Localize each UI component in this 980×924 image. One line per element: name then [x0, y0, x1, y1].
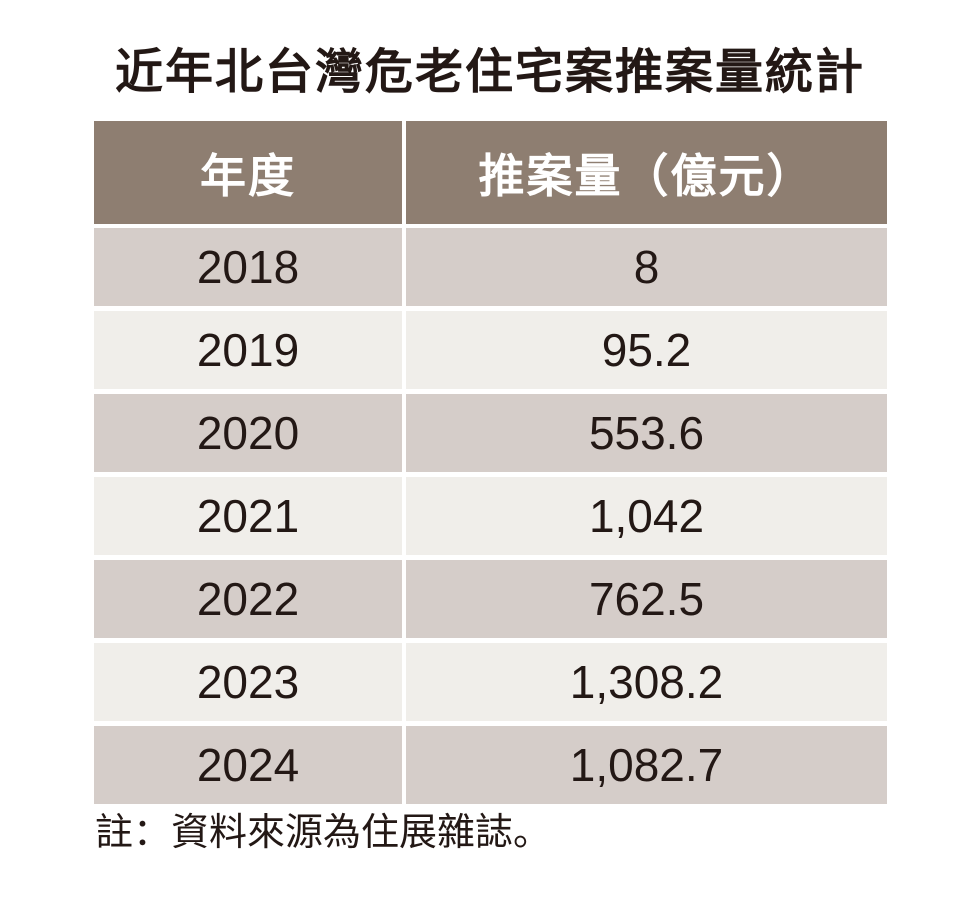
value-cell: 8 — [406, 228, 887, 306]
value-cell: 95.2 — [406, 311, 887, 389]
value-cell: 762.5 — [406, 560, 887, 638]
year-cell: 2019 — [94, 311, 402, 389]
data-table: 年度 推案量（億元） 2018 8 2019 95.2 2020 553.6 2… — [94, 121, 887, 804]
chart-title: 近年北台灣危老住宅案推案量統計 — [114, 46, 865, 99]
table-row: 2024 1,082.7 — [94, 726, 887, 804]
year-cell: 2018 — [94, 228, 402, 306]
value-cell: 1,042 — [406, 477, 887, 555]
table-row: 2023 1,308.2 — [94, 643, 887, 721]
year-cell: 2021 — [94, 477, 402, 555]
table-row: 2021 1,042 — [94, 477, 887, 555]
table-body: 2018 8 2019 95.2 2020 553.6 2021 1,042 2… — [94, 228, 887, 804]
table-header-row: 年度 推案量（億元） — [94, 121, 887, 224]
header-cell-volume: 推案量（億元） — [406, 121, 887, 224]
year-cell: 2022 — [94, 560, 402, 638]
table-row: 2018 8 — [94, 228, 887, 306]
year-cell: 2020 — [94, 394, 402, 472]
value-cell: 1,082.7 — [406, 726, 887, 804]
year-cell: 2023 — [94, 643, 402, 721]
value-cell: 553.6 — [406, 394, 887, 472]
header-cell-year: 年度 — [94, 121, 402, 224]
table-row: 2022 762.5 — [94, 560, 887, 638]
year-cell: 2024 — [94, 726, 402, 804]
table-row: 2020 553.6 — [94, 394, 887, 472]
value-cell: 1,308.2 — [406, 643, 887, 721]
table-row: 2019 95.2 — [94, 311, 887, 389]
source-note: 註：資料來源為住展雜誌。 — [95, 812, 552, 854]
